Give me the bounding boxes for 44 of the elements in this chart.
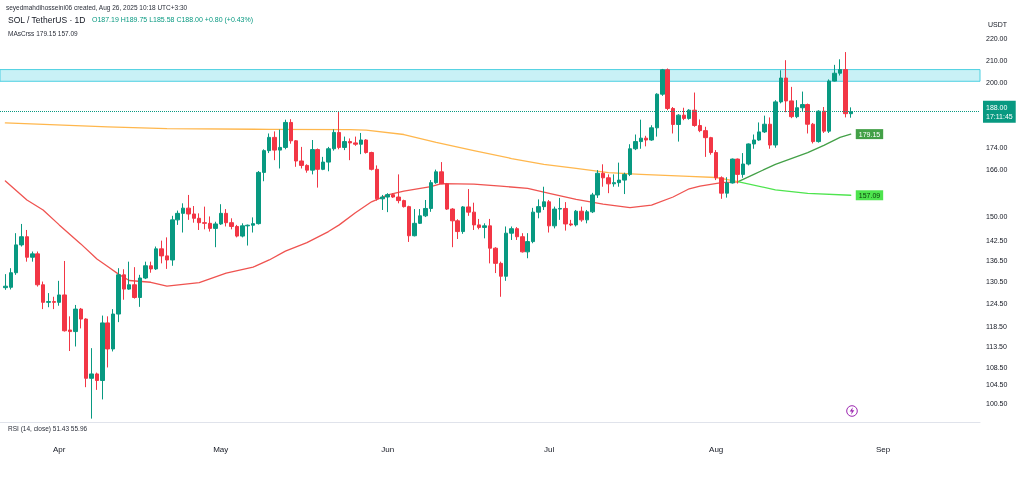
- candlestick: [73, 304, 78, 347]
- candlestick: [127, 261, 131, 291]
- candlestick: [132, 266, 137, 300]
- candlestick: [676, 113, 681, 143]
- candlestick: [644, 135, 648, 147]
- candlestick: [57, 280, 61, 307]
- candlestick: [272, 130, 277, 161]
- x-tick-label: Jul: [544, 444, 555, 454]
- candlestick: [735, 158, 740, 185]
- candlestick: [768, 116, 772, 150]
- text: SOL / TetherUS · 1D: [8, 14, 86, 25]
- candlestick: [359, 132, 363, 155]
- candlestick: [149, 261, 153, 274]
- candlestick: [482, 222, 487, 239]
- x-tick-label: May: [213, 444, 229, 454]
- x-tick-label: Aug: [709, 444, 724, 454]
- candlestick: [547, 199, 551, 234]
- candlestick: [52, 296, 56, 310]
- line-series: [737, 180, 852, 196]
- candlestick: [310, 139, 315, 175]
- candlestick: [579, 206, 584, 223]
- candlestick: [315, 148, 320, 189]
- candlestick: [843, 51, 848, 118]
- line-series: [737, 133, 852, 183]
- candlestick: [46, 292, 51, 308]
- candlestick: [342, 136, 347, 151]
- candlestick: [682, 107, 686, 121]
- candlestick: [95, 372, 99, 391]
- x-tick-label: Jun: [381, 444, 395, 454]
- x-tick-label: Sep: [875, 444, 891, 454]
- candlestick: [30, 251, 35, 263]
- candlestick: [574, 209, 578, 227]
- candlestick: [337, 110, 341, 150]
- candlestick: [89, 347, 94, 420]
- candlestick: [822, 106, 826, 134]
- line-series: [4, 122, 739, 183]
- x-tick-label: Apr: [53, 444, 66, 454]
- candlestick: [122, 268, 126, 301]
- candlestick: [154, 246, 158, 271]
- candlestick: [25, 229, 29, 263]
- candlestick: [105, 315, 110, 368]
- candlestick: [461, 205, 465, 235]
- candlestick: [100, 315, 105, 400]
- line-series: [4, 180, 739, 287]
